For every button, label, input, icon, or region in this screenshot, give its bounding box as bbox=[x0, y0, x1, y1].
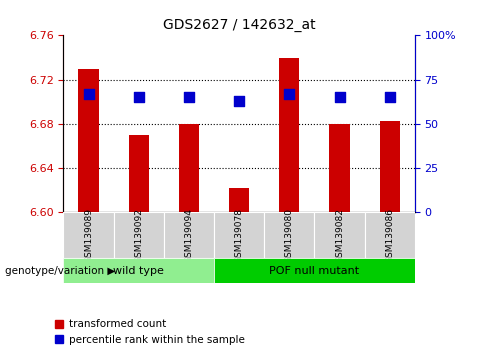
Bar bbox=[63, 258, 214, 283]
Bar bbox=[365, 212, 415, 258]
Point bbox=[285, 91, 293, 97]
Bar bbox=[214, 212, 264, 258]
Text: GSM139086: GSM139086 bbox=[385, 208, 394, 263]
Bar bbox=[179, 124, 199, 212]
Title: GDS2627 / 142632_at: GDS2627 / 142632_at bbox=[163, 18, 315, 32]
Text: GSM139092: GSM139092 bbox=[134, 208, 143, 263]
Bar bbox=[314, 212, 365, 258]
Point bbox=[135, 95, 142, 100]
Bar bbox=[214, 258, 415, 283]
Point bbox=[386, 95, 394, 100]
Bar bbox=[229, 188, 249, 212]
Bar bbox=[114, 212, 164, 258]
Text: GSM139078: GSM139078 bbox=[235, 208, 244, 263]
Bar bbox=[380, 121, 400, 212]
Point bbox=[336, 95, 344, 100]
Text: GSM139094: GSM139094 bbox=[184, 208, 193, 263]
Text: POF null mutant: POF null mutant bbox=[269, 266, 360, 276]
Bar bbox=[329, 124, 349, 212]
Bar bbox=[79, 69, 99, 212]
Bar bbox=[279, 57, 299, 212]
Text: wild type: wild type bbox=[113, 266, 164, 276]
Text: GSM139089: GSM139089 bbox=[84, 208, 93, 263]
Point bbox=[235, 98, 243, 104]
Bar bbox=[129, 135, 149, 212]
Text: GSM139082: GSM139082 bbox=[335, 208, 344, 263]
Point bbox=[84, 91, 92, 97]
Bar bbox=[63, 212, 114, 258]
Text: GSM139080: GSM139080 bbox=[285, 208, 294, 263]
Legend: transformed count, percentile rank within the sample: transformed count, percentile rank withi… bbox=[49, 315, 249, 349]
Text: genotype/variation ▶: genotype/variation ▶ bbox=[5, 266, 115, 276]
Bar bbox=[164, 212, 214, 258]
Bar bbox=[264, 212, 314, 258]
Point bbox=[185, 95, 193, 100]
